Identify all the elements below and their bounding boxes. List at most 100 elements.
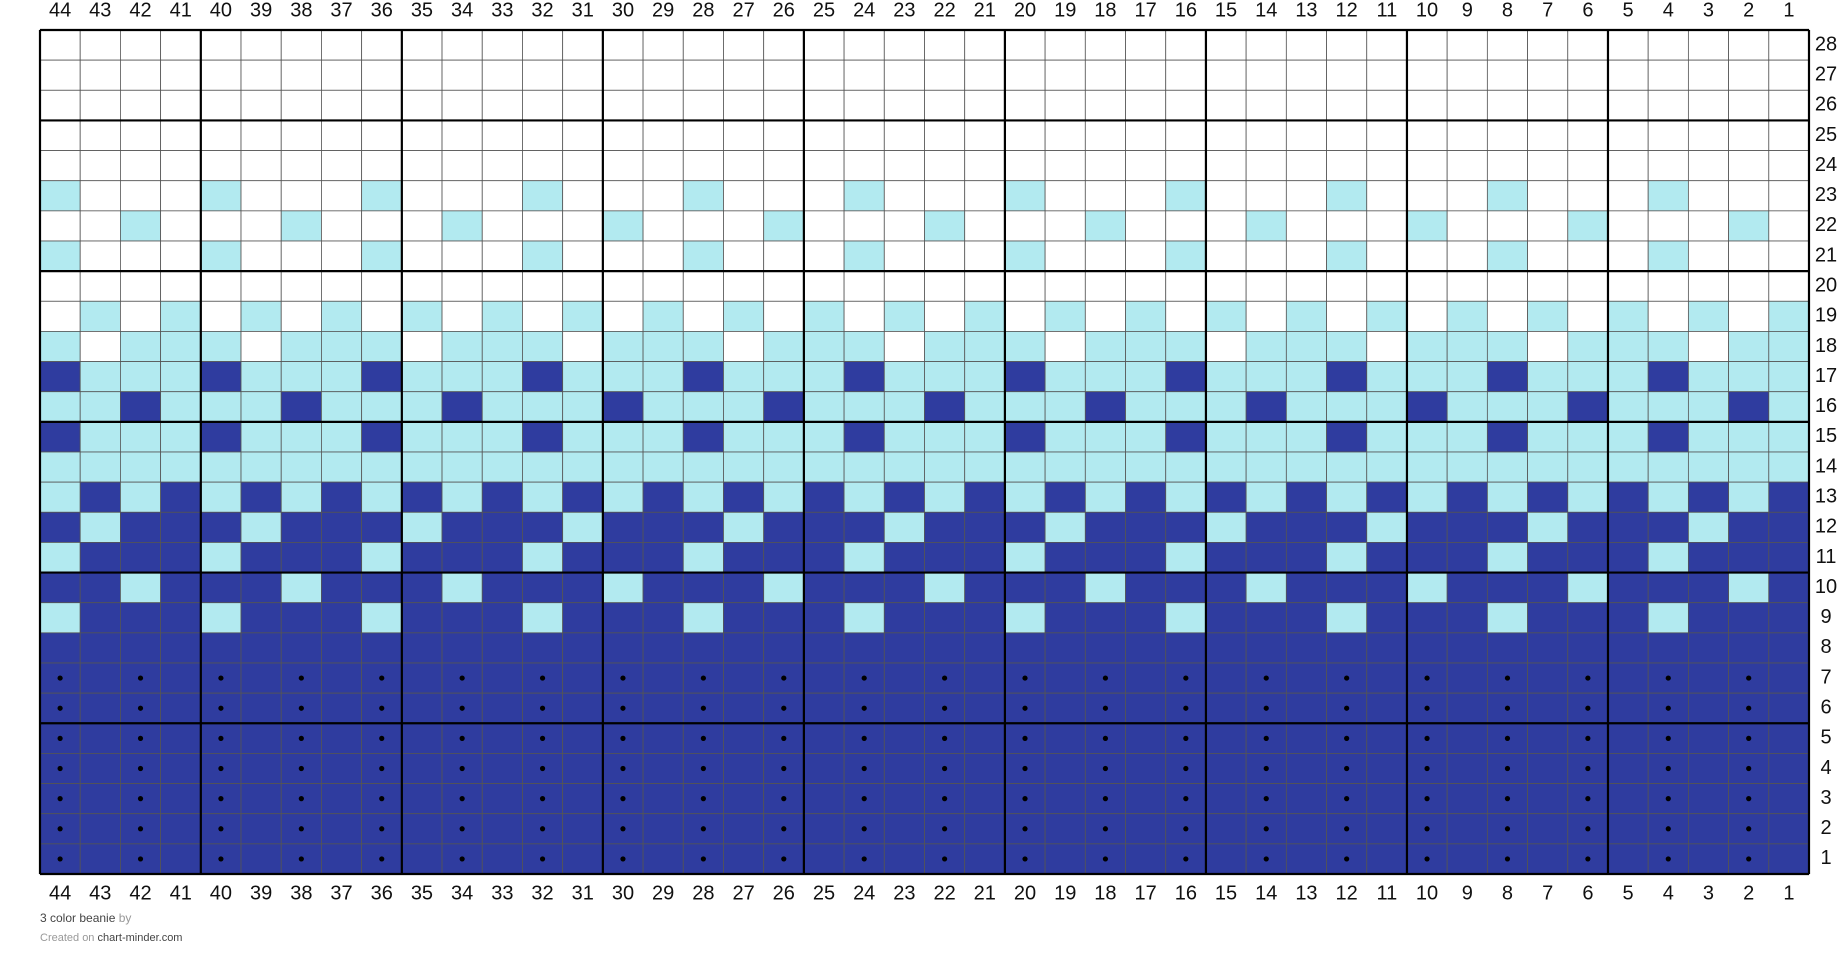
cell: [562, 783, 604, 815]
cell: [280, 511, 322, 543]
cell: [522, 632, 564, 664]
cell: [1044, 451, 1086, 483]
cell: [522, 481, 564, 513]
cell: [1728, 451, 1770, 483]
cell: [1044, 421, 1086, 453]
column-label-top: 27: [732, 0, 754, 21]
cell: [1205, 421, 1247, 453]
cell: [602, 180, 644, 212]
cell: [843, 150, 885, 182]
cell: [1768, 542, 1810, 573]
cell: [602, 29, 644, 61]
cell: [1326, 632, 1368, 664]
cell: [763, 300, 805, 332]
cell: [1205, 481, 1247, 513]
cell: [1366, 783, 1408, 815]
cell: [723, 331, 765, 362]
cell: [481, 572, 523, 604]
cell: [642, 240, 684, 272]
cell: [1527, 783, 1569, 815]
cell: [1044, 511, 1086, 543]
cell: [522, 210, 564, 242]
cell: [1366, 511, 1408, 543]
cell: [481, 59, 523, 91]
cell: [924, 240, 966, 272]
cell: [682, 331, 724, 362]
cell: [321, 120, 363, 151]
stitch-dot: [218, 796, 224, 802]
cell: [1687, 692, 1729, 724]
cell: [1084, 481, 1126, 513]
cell: [642, 572, 684, 604]
cell: [1647, 391, 1689, 423]
cell: [843, 59, 885, 91]
cell: [441, 29, 483, 61]
cell: [441, 331, 483, 362]
cell: [1607, 572, 1649, 604]
cell: [79, 300, 121, 332]
cell: [642, 361, 684, 393]
cell: [200, 331, 242, 362]
cell: [1687, 59, 1729, 91]
cell: [1647, 602, 1689, 634]
cell: [120, 29, 162, 61]
cell: [160, 813, 202, 845]
cell: [723, 270, 765, 302]
cell: [1607, 391, 1649, 423]
cell: [602, 240, 644, 272]
cell: [723, 180, 765, 212]
cell: [1326, 361, 1368, 393]
cell: [642, 391, 684, 423]
cell: [1647, 180, 1689, 212]
cell: [843, 542, 885, 573]
cell: [441, 150, 483, 182]
cell: [401, 391, 443, 423]
cell: [1044, 210, 1086, 242]
cell: [1567, 89, 1609, 121]
footer-site[interactable]: chart-minder.com: [98, 932, 183, 944]
cell: [562, 753, 604, 784]
cell: [843, 481, 885, 513]
cell: [361, 602, 403, 634]
cell: [1647, 240, 1689, 272]
cell: [964, 150, 1006, 182]
cell: [79, 120, 121, 151]
cell: [1044, 59, 1086, 91]
cell: [280, 29, 322, 61]
cell: [1446, 662, 1488, 694]
column-label-top: 40: [210, 0, 232, 21]
cell: [843, 270, 885, 302]
cell: [1366, 722, 1408, 754]
cell: [1084, 511, 1126, 543]
cell: [401, 59, 443, 91]
column-label-top: 42: [129, 0, 151, 21]
column-label-top: 4: [1663, 0, 1674, 21]
cell: [924, 210, 966, 242]
cell: [361, 331, 403, 362]
cell: [79, 753, 121, 784]
cell: [1125, 421, 1167, 453]
cell: [1406, 59, 1448, 91]
cell: [642, 270, 684, 302]
cell: [280, 180, 322, 212]
stitch-dot: [1746, 765, 1752, 772]
stitch-dot: [1344, 765, 1350, 772]
column-label-bottom: 35: [411, 882, 433, 904]
cell: [1527, 59, 1569, 91]
stitch-dot: [620, 796, 626, 802]
cell: [1125, 210, 1167, 242]
cell: [1205, 331, 1247, 362]
cell: [1768, 29, 1810, 61]
cell: [562, 572, 604, 604]
cell: [39, 421, 81, 453]
cell: [1125, 120, 1167, 151]
cell: [1728, 361, 1770, 393]
cell: [1165, 361, 1207, 393]
cell: [79, 632, 121, 664]
stitch-dot: [1746, 796, 1752, 802]
cell: [1326, 602, 1368, 634]
cell: [1205, 150, 1247, 182]
cell: [843, 210, 885, 242]
stitch-dot: [1344, 705, 1350, 711]
cell: [1527, 753, 1569, 784]
